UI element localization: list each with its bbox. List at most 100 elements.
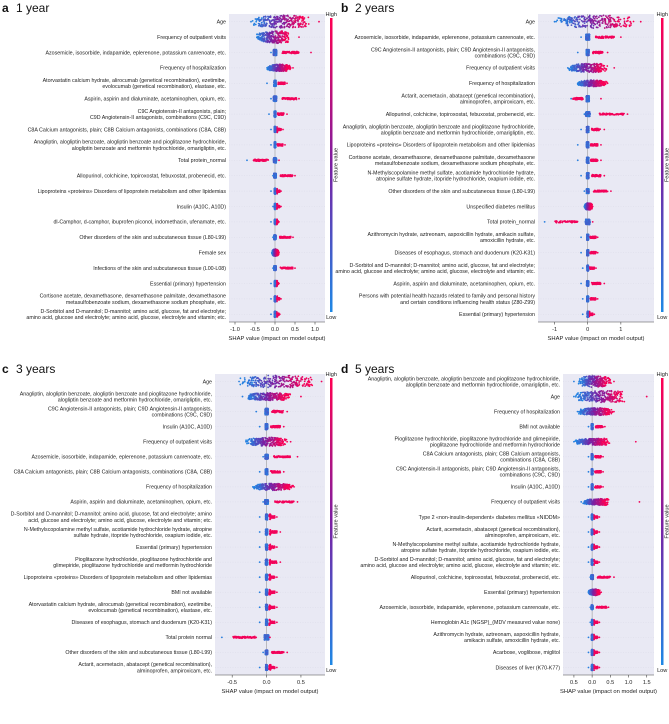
- shap-point: [273, 54, 275, 56]
- shap-point: [296, 16, 298, 18]
- shap-point: [284, 31, 286, 33]
- shap-point: [291, 53, 293, 55]
- shap-point: [279, 36, 281, 38]
- shap-point-extreme: [286, 113, 288, 115]
- shap-point: [265, 41, 267, 43]
- shap-point: [260, 25, 262, 27]
- shap-point: [273, 159, 275, 161]
- shap-point-extreme: [318, 21, 320, 23]
- shap-point: [274, 99, 276, 101]
- shap-point: [293, 20, 295, 22]
- shap-point: [262, 18, 264, 20]
- feature-label: Lipoproteins «proteins» Disorders of lip…: [38, 189, 227, 195]
- shap-point: [259, 159, 261, 161]
- shap-point: [267, 159, 269, 161]
- shap-point: [276, 64, 278, 66]
- shap-point: [296, 51, 298, 53]
- shap-point: [269, 33, 271, 35]
- shap-point: [272, 36, 274, 38]
- shap-point: [283, 39, 285, 41]
- shap-point: [298, 18, 300, 20]
- shap-point: [277, 143, 279, 145]
- shap-point: [286, 70, 288, 72]
- shap-point: [274, 189, 276, 191]
- shap-point: [258, 25, 260, 27]
- shap-point: [259, 23, 261, 25]
- shap-point: [267, 40, 269, 42]
- shap-point: [277, 34, 279, 36]
- feature-label: Age: [217, 20, 226, 26]
- shap-point: [275, 95, 277, 97]
- shap-point: [276, 16, 278, 18]
- shap-point: [260, 37, 262, 39]
- shap-point-extreme: [266, 82, 268, 84]
- shap-point: [284, 52, 286, 54]
- shap-point: [284, 22, 286, 24]
- shap-point: [297, 19, 299, 21]
- shap-point: [288, 38, 290, 40]
- shap-point: [274, 203, 276, 205]
- shap-point-extreme: [256, 36, 258, 38]
- shap-point: [274, 141, 276, 143]
- shap-point: [276, 26, 278, 28]
- shap-point: [282, 97, 284, 99]
- shap-point: [277, 39, 279, 41]
- shap-point: [295, 20, 297, 22]
- shap-point-extreme: [272, 206, 274, 208]
- shap-point: [258, 19, 260, 21]
- plot-area: [229, 14, 325, 322]
- shap-point: [292, 27, 294, 29]
- shap-point: [301, 26, 303, 28]
- shap-point: [254, 159, 256, 161]
- shap-point: [283, 237, 285, 239]
- shap-point: [275, 174, 277, 176]
- shap-point: [268, 37, 270, 39]
- shap-point-extreme: [278, 252, 280, 254]
- shap-point: [294, 98, 296, 100]
- shap-point: [292, 23, 294, 25]
- shap-point: [282, 175, 284, 177]
- shap-point: [289, 237, 291, 239]
- shap-point: [288, 174, 290, 176]
- shap-point: [275, 158, 277, 160]
- shap-point: [272, 23, 274, 25]
- shap-point: [267, 19, 269, 21]
- shap-point: [275, 115, 277, 117]
- shap-point-extreme: [250, 21, 252, 23]
- shap-point: [287, 41, 289, 43]
- shap-point: [281, 67, 283, 69]
- shap-point: [263, 34, 265, 36]
- panel-letter: a: [2, 1, 9, 15]
- shap-point-extreme: [284, 144, 286, 146]
- shap-point: [286, 68, 288, 70]
- shap-point: [267, 16, 269, 18]
- shap-point: [287, 16, 289, 18]
- shap-point: [298, 25, 300, 27]
- shap-point: [263, 38, 265, 40]
- shap-point: [287, 32, 289, 34]
- shap-point: [299, 23, 301, 25]
- shap-point: [274, 207, 276, 209]
- feature-label: Insulin (A10C, A10D): [177, 204, 227, 210]
- shap-point: [285, 15, 287, 17]
- shap-point: [280, 70, 282, 72]
- shap-point: [277, 36, 279, 38]
- shap-point: [288, 20, 290, 22]
- shap-point-extreme: [270, 129, 272, 131]
- shap-point: [281, 32, 283, 34]
- shap-point: [280, 20, 282, 22]
- shap-point: [274, 220, 276, 222]
- shap-point: [284, 26, 286, 28]
- shap-point: [261, 17, 263, 19]
- shap-point: [285, 175, 287, 177]
- shap-point-extreme: [294, 175, 296, 177]
- feature-label: Female sex: [199, 251, 227, 257]
- shap-point: [276, 21, 278, 23]
- shap-point: [302, 26, 304, 28]
- feature-label: Atorvastatin calcium hydrate, alirocumab…: [43, 78, 226, 84]
- shap-point: [269, 40, 271, 42]
- shap-point: [274, 81, 276, 83]
- panel-title: 1 year: [16, 1, 49, 15]
- shap-point: [284, 19, 286, 21]
- shap-point: [279, 63, 281, 65]
